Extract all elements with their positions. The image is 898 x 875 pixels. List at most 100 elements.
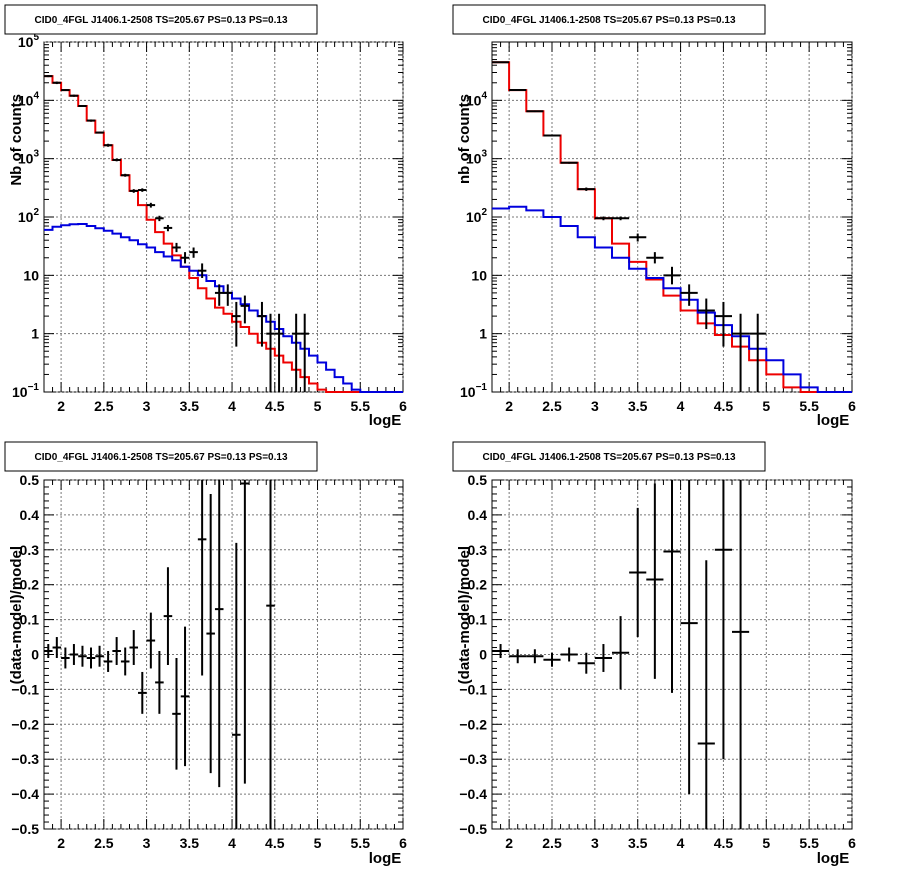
x-tick-label: 2 [505,835,513,851]
data-point [120,173,130,177]
x-tick-label: 3.5 [628,398,648,414]
data-point [163,224,173,232]
plot-frame [43,479,404,830]
data-point [214,284,224,306]
data-point [138,188,147,192]
data-point [492,644,510,658]
data-point [146,202,156,208]
x-tick-label: 5 [314,398,322,414]
data-point [155,651,164,714]
x-tick-label: 2 [57,835,65,851]
data-point [274,313,284,392]
x-tick-label: 3.5 [180,835,200,851]
data-point [612,616,630,690]
y-tick-label: −0.5 [459,821,487,837]
data-point [680,284,698,306]
data-point [526,110,544,113]
data-point [680,480,698,795]
panel-title: CID0_4FGL J1406.1-2508 TS=205.67 PS=0.13… [34,452,287,463]
data-point [543,652,561,667]
x-tick-label: 6 [399,398,407,414]
data-point [103,651,113,672]
x-tick-label: 4 [677,835,685,851]
y-axis-label: Nb of counts [8,94,25,186]
data-point [95,645,104,667]
y-tick-label: 0.5 [468,472,488,488]
panel-top-left: 2 2.5 3 3.5 4 4.5 5 5.5 6 10−1 1 10 102 103 104 105 CID0… [4,4,407,429]
data-point [560,161,578,164]
y-axis-label: nb of counts [456,94,473,184]
data-point [714,301,732,347]
data-point [266,480,275,829]
x-tick-label: 5 [762,835,770,851]
x-tick-label: 4.5 [265,398,285,414]
plot-frame [43,41,404,393]
data-point [69,94,79,97]
panel-title: CID0_4FGL J1406.1-2508 TS=205.67 PS=0.13… [482,452,735,463]
data-point [69,644,79,665]
panel-bottom-left: 2 2.5 3 3.5 4 4.5 5 5.5 6 −0.5 −0.4 −0.3 −0.2 −0.1 0 0.… [4,441,407,867]
data-point [509,649,527,664]
x-tick-label: 4.5 [714,835,734,851]
data-point [232,301,241,347]
data-point [612,216,630,221]
data-point [577,652,595,674]
data-point [646,483,664,679]
x-tick-label: 5.5 [351,835,371,851]
data-point [206,493,215,774]
x-tick-label: 3 [591,398,599,414]
data-point [663,480,681,693]
x-tick-label: 4.5 [714,398,734,414]
y-tick-label: 103 [18,149,40,167]
panel-title-box [4,441,318,472]
y-tick-label: 10−1 [12,382,39,400]
x-tick-label: 2 [57,398,65,414]
x-tick-label: 5.5 [351,398,371,414]
data-point [526,649,544,664]
x-tick-label: 4.5 [265,835,285,851]
data-point [732,313,750,392]
data-point [266,313,275,392]
data-point [120,647,130,676]
x-tick-label: 5.5 [799,398,819,414]
x-tick-label: 6 [848,398,856,414]
y-tick-label: 0.1 [20,612,40,628]
data-point [560,647,578,662]
y-tick-label: 10 [471,267,487,283]
data-point [146,612,156,669]
data-point [697,560,715,829]
data-point [129,189,139,193]
data-point [543,134,561,137]
data-point [257,301,267,347]
y-tick-label: 104 [18,90,40,108]
data-point [749,313,767,392]
x-tick-label: 5 [762,398,770,414]
y-tick-label: 0 [31,647,39,663]
data-point [138,671,147,714]
data-point [44,644,53,658]
data-point [86,119,96,122]
axis-ticks [43,479,404,830]
data-point [86,647,96,669]
y-tick-label: 0.3 [468,542,488,558]
y-tick-label: −0.5 [11,821,39,837]
x-tick-label: 4 [677,398,685,414]
data-point [189,247,198,258]
y-tick-label: 0.4 [468,507,488,523]
data-points [44,75,309,392]
y-tick-label: 105 [18,32,40,50]
data-point [44,75,53,78]
y-tick-label: 1 [31,326,39,342]
model-source-histogram [44,223,403,393]
data-point [172,242,181,253]
y-tick-label: −0.2 [11,716,39,732]
data-point [95,131,104,134]
y-axis-label: (data-model)/model [456,546,473,684]
x-axis-label: logE [369,850,402,867]
data-point [112,637,121,665]
data-point [172,657,181,770]
y-tick-label: 0.3 [20,542,40,558]
data-point [52,81,62,85]
x-tick-label: 6 [399,835,407,851]
x-tick-label: 4 [228,398,236,414]
